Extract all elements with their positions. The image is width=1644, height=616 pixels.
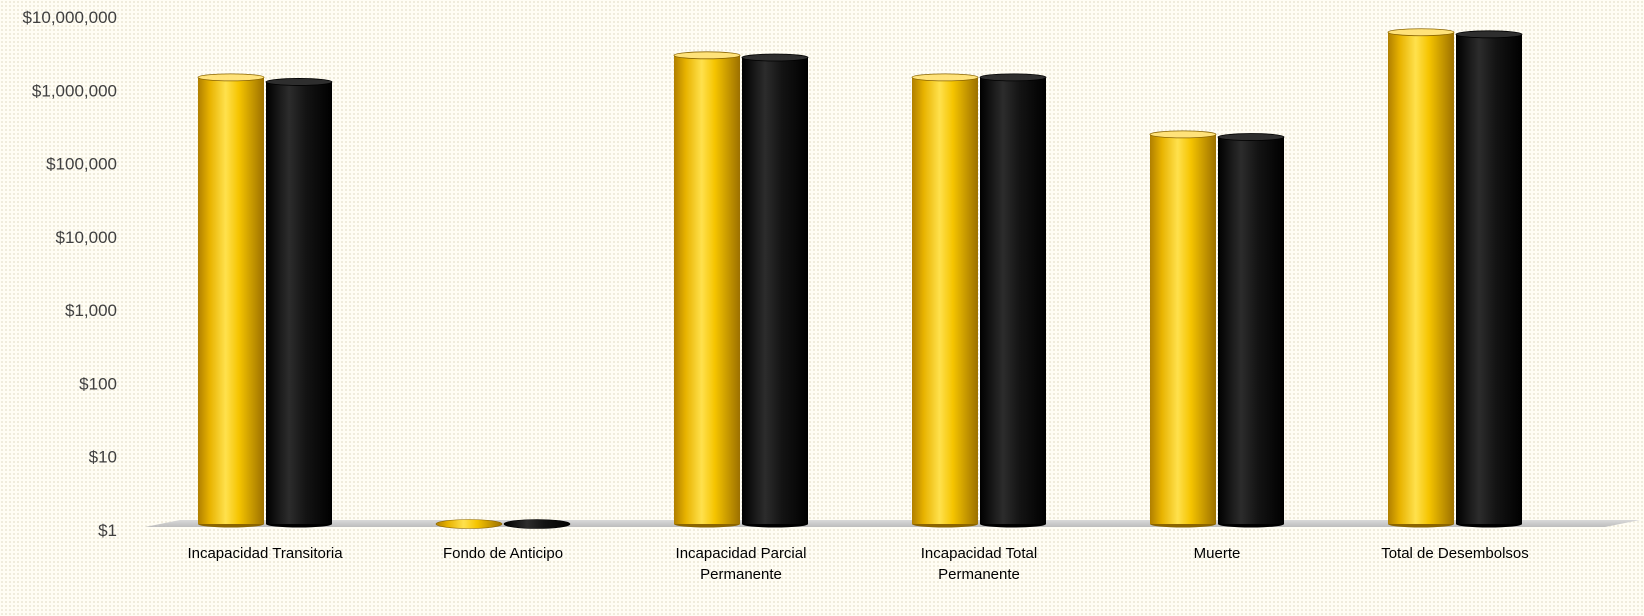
category-label: Total de Desembolsos [1381, 545, 1529, 562]
bar-black [503, 519, 571, 529]
y-tick-label: $100,000 [46, 155, 117, 174]
bar-black [979, 73, 1047, 528]
bar-gold [197, 73, 265, 528]
category-label: Incapacidad Total [921, 545, 1037, 562]
bar-gold [911, 73, 979, 528]
category-label: Muerte [1194, 545, 1241, 562]
category-label: Incapacidad Transitoria [187, 545, 343, 562]
bar-gold [673, 51, 741, 528]
y-tick-label: $10,000,000 [22, 8, 117, 27]
y-tick-label: $1,000 [65, 301, 117, 320]
category-label: Fondo de Anticipo [443, 545, 563, 562]
category-label: Permanente [700, 566, 782, 583]
bar-gold [1387, 28, 1455, 528]
bar-black [741, 53, 809, 528]
y-tick-label: $1 [98, 521, 117, 540]
category-label: Incapacidad Parcial [676, 545, 807, 562]
bar-black [265, 78, 333, 528]
category-label: Permanente [938, 566, 1020, 583]
bar-gold [1149, 130, 1217, 528]
y-tick-label: $100 [79, 374, 117, 393]
y-tick-label: $1,000,000 [32, 81, 117, 100]
y-tick-label: $10,000 [56, 228, 117, 247]
bar-black [1455, 30, 1523, 528]
y-tick-label: $10 [89, 448, 117, 467]
bar-gold [435, 519, 503, 529]
bar-black [1217, 133, 1285, 528]
